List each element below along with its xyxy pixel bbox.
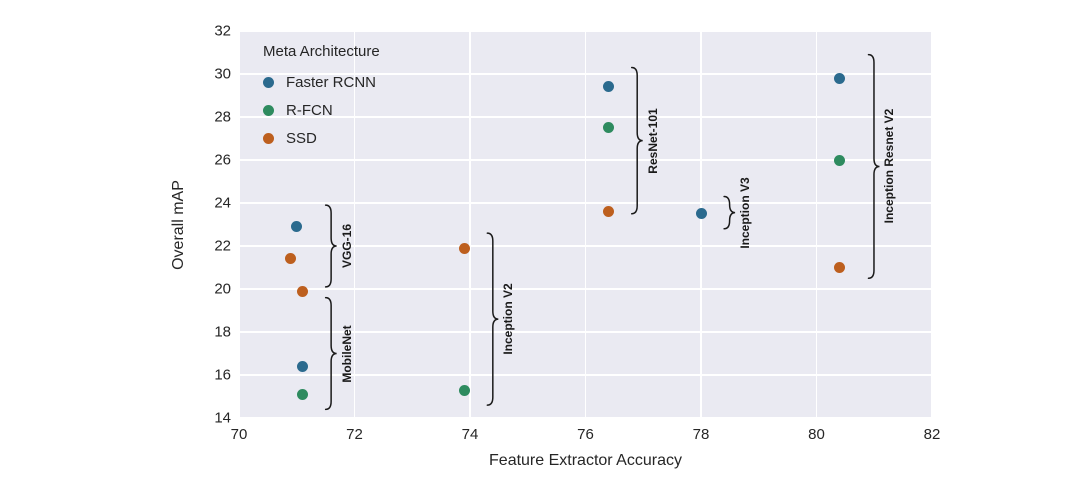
x-tick-label: 74 xyxy=(461,426,479,443)
y-tick-label: 22 xyxy=(214,237,231,255)
x-axis-label: Feature Extractor Accuracy xyxy=(489,452,682,469)
gridline xyxy=(239,374,932,376)
y-tick-label: 20 xyxy=(214,280,231,298)
gridline xyxy=(239,417,932,419)
gridline xyxy=(238,31,240,418)
y-tick-label: 32 xyxy=(214,22,231,40)
y-tick-label: 28 xyxy=(214,108,231,126)
legend-entry-label: Faster RCNN xyxy=(286,73,377,91)
legend-entry-r-fcn: R-FCN xyxy=(263,96,380,124)
x-tick-label: 72 xyxy=(346,426,363,443)
data-point-faster-rcnn xyxy=(291,221,303,233)
data-point-r-fcn xyxy=(458,384,470,396)
data-point-ssd xyxy=(297,285,309,297)
gridline xyxy=(353,31,356,418)
gridline xyxy=(931,31,933,418)
y-tick-label: 14 xyxy=(214,409,231,427)
legend-dot xyxy=(263,104,274,116)
y-axis-label: Overall mAP xyxy=(170,179,187,270)
y-tick-label: 30 xyxy=(214,65,231,83)
y-tick-label: 18 xyxy=(214,323,231,341)
gridline xyxy=(469,31,471,418)
data-point-r-fcn xyxy=(603,122,615,134)
group-label-mobilenet: MobileNet xyxy=(339,324,354,383)
gridline xyxy=(584,31,587,418)
data-point-ssd xyxy=(285,253,297,265)
gridline xyxy=(700,31,702,418)
x-tick-label: 78 xyxy=(692,426,710,443)
data-point-r-fcn xyxy=(834,154,846,166)
legend-title: Meta Architecture xyxy=(263,43,380,60)
data-point-faster-rcnn xyxy=(297,360,309,372)
legend-entry-ssd: SSD xyxy=(263,124,380,152)
group-label-resnet-101: ResNet-101 xyxy=(645,107,660,174)
group-label-inception-v3: Inception V3 xyxy=(738,177,753,249)
y-tick-label: 24 xyxy=(214,194,231,212)
gridline xyxy=(239,202,932,204)
y-tick-label: 16 xyxy=(214,366,231,384)
legend-dot xyxy=(263,132,274,144)
group-label-inception-resnet-v2: Inception Resnet V2 xyxy=(882,109,897,224)
gridline xyxy=(239,245,932,247)
gridline xyxy=(239,30,932,32)
legend-dot xyxy=(263,76,274,88)
plot-area xyxy=(238,30,933,419)
data-point-faster-rcnn xyxy=(603,81,615,93)
data-point-ssd xyxy=(458,242,470,254)
legend-entry-label: R-FCN xyxy=(286,101,333,119)
legend-entry-label: SSD xyxy=(286,129,317,147)
legend-entry-faster-rcnn: Faster RCNN xyxy=(263,68,380,96)
gridline xyxy=(239,73,932,75)
x-tick-label: 80 xyxy=(808,426,825,443)
x-tick-label: 76 xyxy=(577,426,594,443)
legend: Meta Architecture Faster RCNN R-FCN SSD xyxy=(263,43,380,152)
data-point-faster-rcnn xyxy=(695,208,707,220)
data-point-ssd xyxy=(603,206,615,218)
gridline xyxy=(239,288,932,290)
gridline xyxy=(815,31,818,418)
group-label-inception-v2: Inception V2 xyxy=(501,283,516,355)
data-point-r-fcn xyxy=(297,388,309,400)
y-tick-label: 26 xyxy=(214,151,231,169)
data-point-ssd xyxy=(834,262,846,273)
gridline xyxy=(239,159,932,161)
gridline xyxy=(239,116,932,118)
data-point-faster-rcnn xyxy=(834,72,846,84)
x-tick-label: 70 xyxy=(230,426,248,443)
x-tick-label: 82 xyxy=(923,426,941,443)
gridline xyxy=(239,331,932,333)
group-label-vgg-16: VGG-16 xyxy=(339,223,354,269)
